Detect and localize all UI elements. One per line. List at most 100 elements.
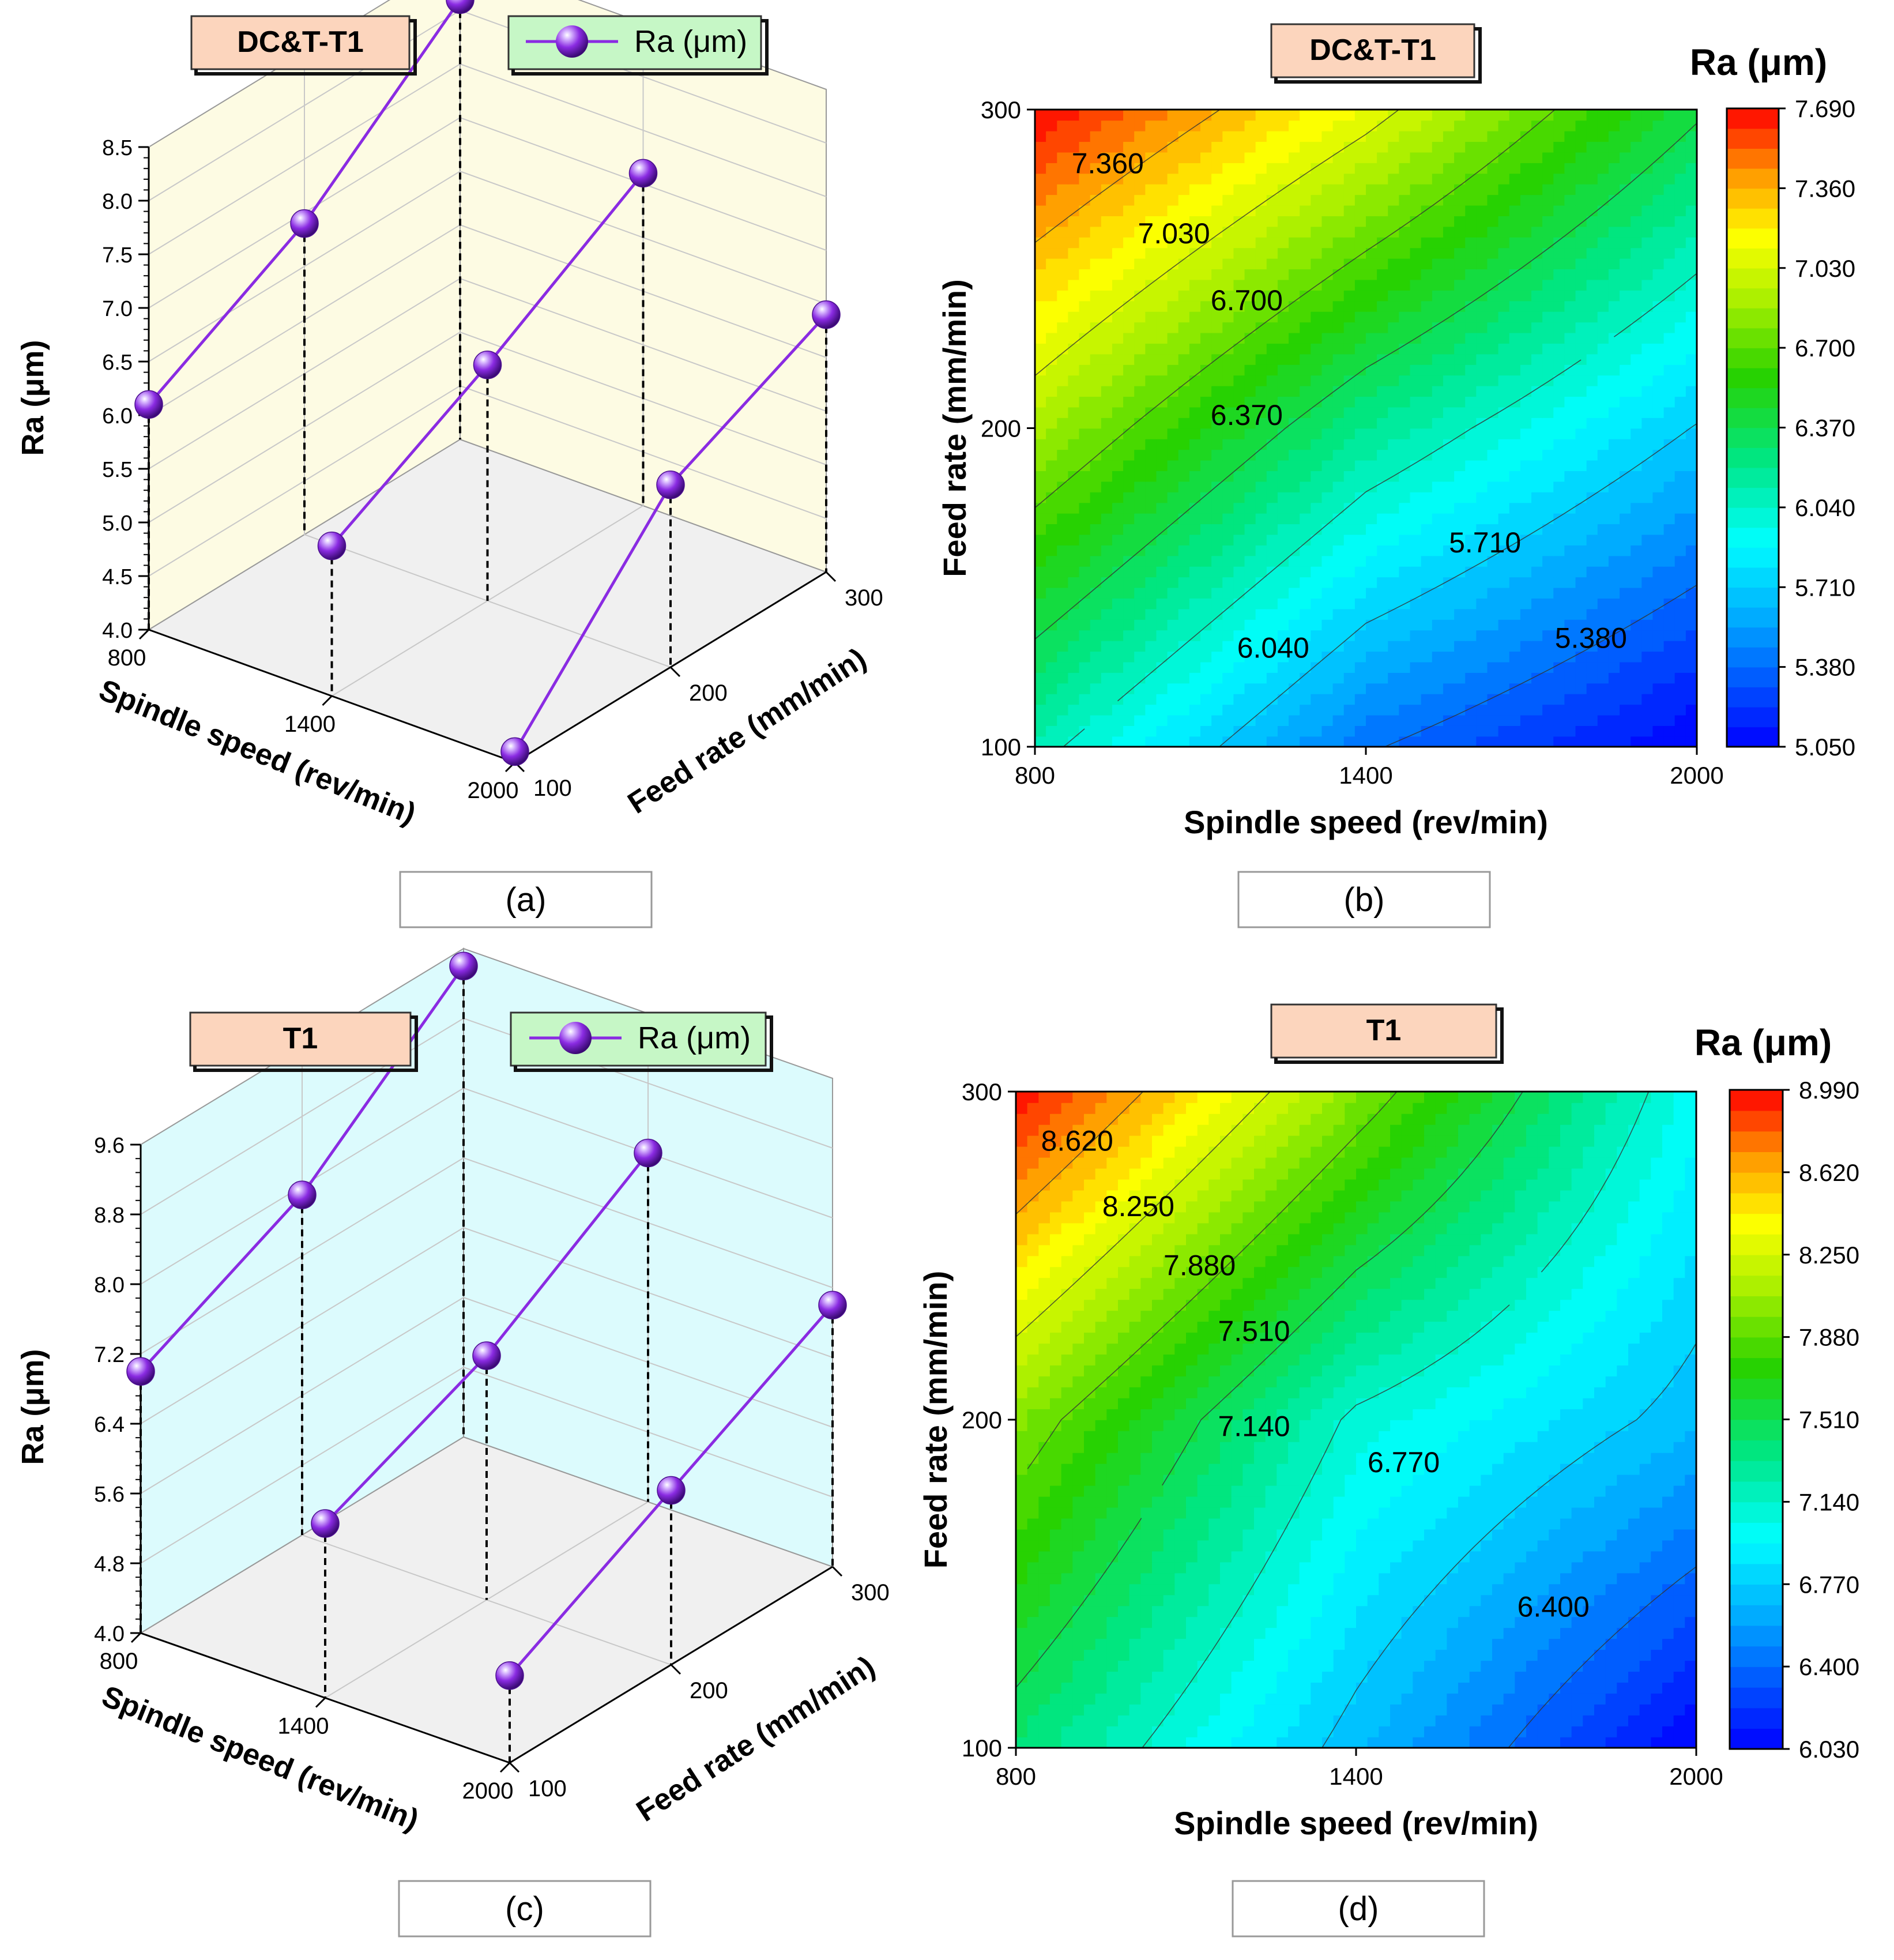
contour-fill-cell: [1674, 375, 1686, 386]
contour-fill-cell: [1586, 608, 1598, 620]
contour-fill-cell: [1178, 428, 1190, 439]
contour-fill-cell: [1458, 1583, 1470, 1596]
contour-fill-cell: [1509, 205, 1521, 216]
contour-fill-cell: [1332, 247, 1345, 259]
contour-fill-cell: [1186, 1726, 1198, 1737]
contour-fill-cell: [1233, 460, 1245, 471]
contour-fill-cell: [1575, 311, 1587, 323]
contour-fill-cell: [1498, 110, 1510, 121]
contour-fill-cell: [1662, 1638, 1674, 1650]
contour-fill-cell: [1163, 1616, 1176, 1628]
contour-fill-cell: [1410, 279, 1422, 291]
contour-fill-cell: [1233, 226, 1245, 238]
contour-fill-cell: [1503, 1715, 1516, 1726]
contour-fill-cell: [1242, 1638, 1255, 1650]
contour-fill-cell: [1288, 1627, 1300, 1639]
contour-fill-cell: [1620, 237, 1631, 249]
panel-b-colorbar-title: Ra (μm): [1690, 42, 1827, 83]
contour-fill-cell: [1663, 492, 1675, 503]
contour-fill-cell: [1631, 417, 1643, 429]
contour-fill-cell: [1016, 1562, 1028, 1574]
contour-fill-cell: [1447, 1715, 1459, 1726]
contour-fill-cell: [1542, 524, 1554, 535]
contour-fill-cell: [1435, 1551, 1448, 1563]
contour-fill-cell: [1575, 714, 1587, 726]
contour-fill-cell: [1322, 1671, 1334, 1683]
contour-fill-cell: [1079, 385, 1091, 397]
panel-a-3d-data: [134, 0, 841, 766]
contour-fill-cell: [1597, 555, 1609, 567]
contour-fill-cell: [1333, 1594, 1346, 1607]
contour-fill-cell: [1112, 672, 1124, 684]
contour-fill-cell: [1379, 1638, 1391, 1650]
contour-fill-cell: [1399, 725, 1411, 737]
contour-fill-cell: [1189, 524, 1201, 535]
contour-fill-cell: [1222, 619, 1234, 631]
contour-fill-cell: [1027, 1594, 1040, 1607]
contour-fill-cell: [1605, 1715, 1618, 1726]
contour-fill-cell: [1057, 513, 1069, 525]
contour-fill-cell: [1388, 513, 1400, 525]
contour-fill-cell: [1366, 693, 1377, 705]
contour-fill-cell: [1244, 237, 1256, 249]
contour-fill-cell: [1101, 651, 1113, 663]
contour-fill-cell: [1620, 651, 1631, 663]
contour-fill-cell: [1084, 1726, 1096, 1737]
contour-fill-cell: [1057, 736, 1069, 747]
contour-fill-cell: [1421, 630, 1433, 641]
contour-fill-cell: [1244, 141, 1256, 153]
contour-fill-cell: [1222, 364, 1234, 376]
contour-fill-cell: [1542, 492, 1554, 503]
contour-fill-cell: [1399, 513, 1411, 525]
contour-fill-cell: [1266, 736, 1278, 747]
contour-fill-cell: [1167, 375, 1179, 386]
contour-fill-cell: [1399, 555, 1411, 567]
contour-fill-cell: [1421, 183, 1433, 195]
contour-fill-cell: [1200, 471, 1212, 482]
contour-fill-cell: [1435, 1649, 1448, 1661]
contour-fill-cell: [1242, 1737, 1255, 1748]
contour-fill-cell: [1266, 216, 1278, 227]
contour-fill-cell: [1476, 375, 1488, 386]
contour-fill-cell: [1421, 417, 1433, 429]
contour-fill-cell: [1222, 725, 1234, 737]
contour-fill-cell: [1388, 237, 1400, 249]
contour-fill-cell: [1542, 438, 1554, 450]
contour-fill-cell: [1231, 1704, 1244, 1716]
contour-fill-cell: [1079, 471, 1091, 482]
contour-fill-cell: [1631, 216, 1643, 227]
contour-fill-cell: [1435, 1562, 1448, 1574]
contour-fill-cell: [1242, 1616, 1255, 1628]
contour-fill-cell: [1620, 216, 1631, 227]
contour-fill-cell: [1167, 619, 1179, 631]
contour-fill-cell: [1356, 1551, 1368, 1563]
contour-fill-cell: [1526, 1583, 1538, 1596]
contour-fill-cell: [1254, 1682, 1266, 1694]
contour-fill-cell: [1586, 693, 1598, 705]
contour-fill-cell: [1233, 524, 1245, 535]
contour-fill-cell: [1443, 300, 1455, 312]
contour-fill-cell: [1520, 163, 1532, 174]
contour-fill-cell: [1255, 619, 1267, 631]
contour-fill-cell: [1178, 577, 1190, 588]
contour-fill-cell: [1652, 311, 1665, 323]
contour-fill-cell: [1027, 1693, 1040, 1705]
contour-fill-cell: [1388, 661, 1400, 673]
contour-fill-cell: [1628, 1649, 1640, 1661]
contour-fill-cell: [1200, 460, 1212, 471]
contour-fill-cell: [1123, 577, 1135, 588]
contour-fill-cell: [1542, 428, 1554, 439]
contour-fill-cell: [1421, 428, 1433, 439]
contour-fill-cell: [1277, 1715, 1289, 1726]
contour-fill-cell: [1377, 481, 1389, 492]
contour-fill-cell: [1432, 322, 1444, 333]
contour-fill-cell: [1639, 1660, 1652, 1672]
contour-fill-cell: [1674, 216, 1686, 227]
contour-fill-cell: [1487, 630, 1499, 641]
contour-fill-cell: [1178, 587, 1190, 599]
contour-fill-cell: [1343, 492, 1355, 503]
contour-fill-cell: [1388, 555, 1400, 567]
contour-fill-cell: [1178, 290, 1190, 302]
contour-fill-cell: [1156, 471, 1168, 482]
contour-fill-cell: [1084, 1583, 1096, 1596]
